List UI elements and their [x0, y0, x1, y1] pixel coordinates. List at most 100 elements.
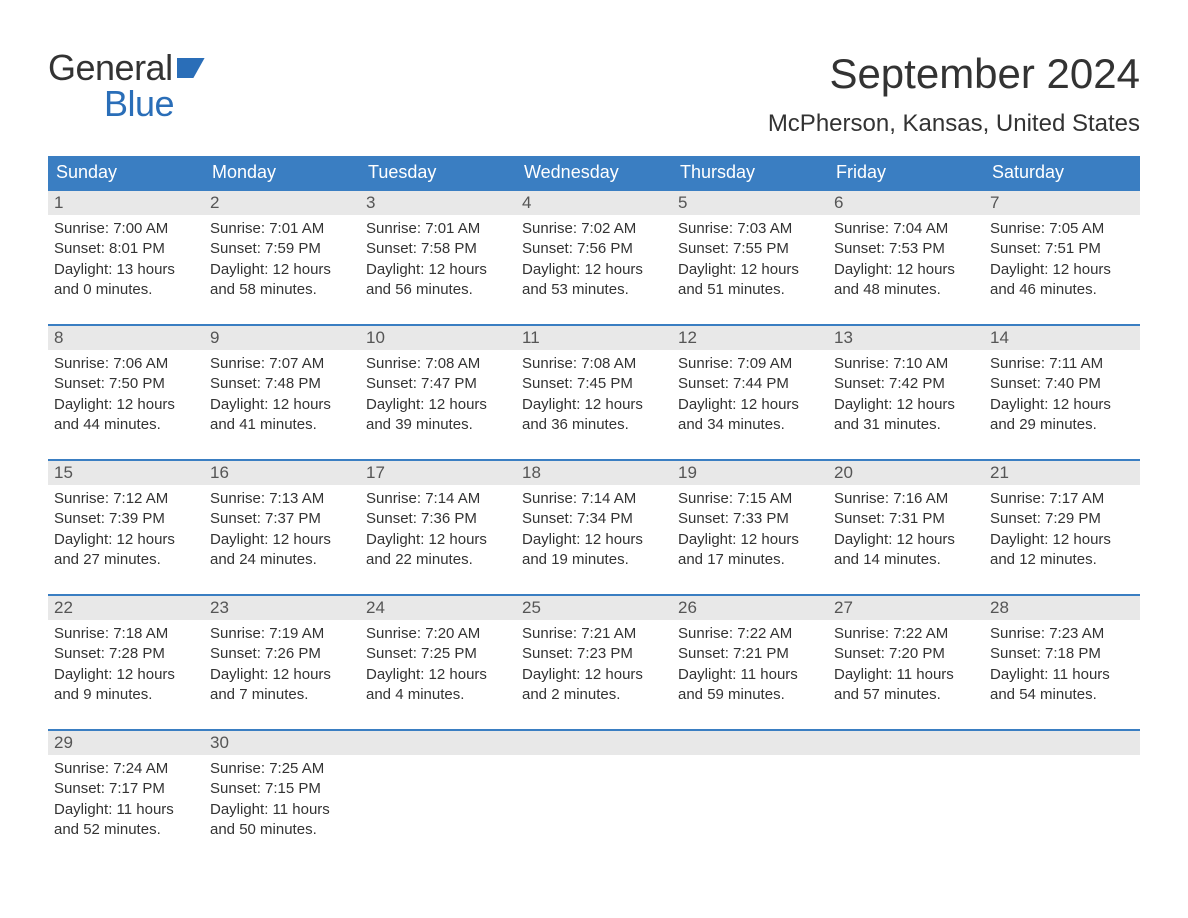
day-details: Sunrise: 7:08 AMSunset: 7:47 PMDaylight:…	[360, 350, 516, 441]
weekday-header: Tuesday	[360, 156, 516, 189]
sunset-text: Sunset: 7:40 PM	[990, 374, 1134, 394]
day-details: Sunrise: 7:24 AMSunset: 7:17 PMDaylight:…	[48, 755, 204, 846]
day-details: Sunrise: 7:06 AMSunset: 7:50 PMDaylight:…	[48, 350, 204, 441]
daylight-line2: and 4 minutes.	[366, 685, 510, 705]
daylight-line2: and 19 minutes.	[522, 550, 666, 570]
daylight-line2: and 46 minutes.	[990, 280, 1134, 300]
day-number: 1	[48, 191, 204, 215]
daylight-line2: and 53 minutes.	[522, 280, 666, 300]
day-number: 24	[360, 596, 516, 620]
sunset-text: Sunset: 7:34 PM	[522, 509, 666, 529]
sunset-text: Sunset: 7:18 PM	[990, 644, 1134, 664]
day-details: Sunrise: 7:22 AMSunset: 7:21 PMDaylight:…	[672, 620, 828, 711]
calendar-day-empty	[516, 731, 672, 846]
day-details: Sunrise: 7:19 AMSunset: 7:26 PMDaylight:…	[204, 620, 360, 711]
daylight-line1: Daylight: 11 hours	[54, 800, 198, 820]
sunset-text: Sunset: 7:51 PM	[990, 239, 1134, 259]
sunrise-text: Sunrise: 7:14 AM	[522, 489, 666, 509]
day-number: 4	[516, 191, 672, 215]
daylight-line2: and 29 minutes.	[990, 415, 1134, 435]
calendar-day: 26Sunrise: 7:22 AMSunset: 7:21 PMDayligh…	[672, 596, 828, 711]
calendar-day-empty	[984, 731, 1140, 846]
day-number: 18	[516, 461, 672, 485]
daylight-line2: and 34 minutes.	[678, 415, 822, 435]
day-details: Sunrise: 7:17 AMSunset: 7:29 PMDaylight:…	[984, 485, 1140, 576]
day-number: 8	[48, 326, 204, 350]
day-details: Sunrise: 7:08 AMSunset: 7:45 PMDaylight:…	[516, 350, 672, 441]
sunset-text: Sunset: 7:56 PM	[522, 239, 666, 259]
calendar-day: 12Sunrise: 7:09 AMSunset: 7:44 PMDayligh…	[672, 326, 828, 441]
title-block: September 2024 McPherson, Kansas, United…	[768, 50, 1140, 138]
daylight-line2: and 0 minutes.	[54, 280, 198, 300]
calendar-day: 16Sunrise: 7:13 AMSunset: 7:37 PMDayligh…	[204, 461, 360, 576]
day-number: 21	[984, 461, 1140, 485]
daylight-line2: and 52 minutes.	[54, 820, 198, 840]
day-details: Sunrise: 7:14 AMSunset: 7:36 PMDaylight:…	[360, 485, 516, 576]
sunrise-text: Sunrise: 7:00 AM	[54, 219, 198, 239]
day-details: Sunrise: 7:10 AMSunset: 7:42 PMDaylight:…	[828, 350, 984, 441]
calendar-week: 15Sunrise: 7:12 AMSunset: 7:39 PMDayligh…	[48, 459, 1140, 576]
sunset-text: Sunset: 7:48 PM	[210, 374, 354, 394]
day-number: 20	[828, 461, 984, 485]
calendar-day: 29Sunrise: 7:24 AMSunset: 7:17 PMDayligh…	[48, 731, 204, 846]
sunrise-text: Sunrise: 7:10 AM	[834, 354, 978, 374]
sunset-text: Sunset: 7:50 PM	[54, 374, 198, 394]
day-details: Sunrise: 7:05 AMSunset: 7:51 PMDaylight:…	[984, 215, 1140, 306]
day-details: Sunrise: 7:25 AMSunset: 7:15 PMDaylight:…	[204, 755, 360, 846]
sunrise-text: Sunrise: 7:07 AM	[210, 354, 354, 374]
daylight-line2: and 2 minutes.	[522, 685, 666, 705]
daylight-line1: Daylight: 12 hours	[834, 395, 978, 415]
day-details: Sunrise: 7:02 AMSunset: 7:56 PMDaylight:…	[516, 215, 672, 306]
calendar-week: 29Sunrise: 7:24 AMSunset: 7:17 PMDayligh…	[48, 729, 1140, 846]
daylight-line2: and 7 minutes.	[210, 685, 354, 705]
daylight-line1: Daylight: 11 hours	[990, 665, 1134, 685]
daylight-line2: and 9 minutes.	[54, 685, 198, 705]
sunrise-text: Sunrise: 7:08 AM	[366, 354, 510, 374]
daylight-line1: Daylight: 11 hours	[210, 800, 354, 820]
daylight-line2: and 31 minutes.	[834, 415, 978, 435]
daylight-line2: and 36 minutes.	[522, 415, 666, 435]
day-number: 10	[360, 326, 516, 350]
sunrise-text: Sunrise: 7:17 AM	[990, 489, 1134, 509]
sunset-text: Sunset: 7:39 PM	[54, 509, 198, 529]
sunset-text: Sunset: 7:37 PM	[210, 509, 354, 529]
day-details	[516, 755, 672, 765]
weekday-header: Thursday	[672, 156, 828, 189]
daylight-line2: and 56 minutes.	[366, 280, 510, 300]
daylight-line1: Daylight: 12 hours	[522, 395, 666, 415]
sunset-text: Sunset: 7:23 PM	[522, 644, 666, 664]
weekday-header: Monday	[204, 156, 360, 189]
daylight-line2: and 27 minutes.	[54, 550, 198, 570]
day-details: Sunrise: 7:07 AMSunset: 7:48 PMDaylight:…	[204, 350, 360, 441]
daylight-line2: and 22 minutes.	[366, 550, 510, 570]
daylight-line1: Daylight: 12 hours	[678, 530, 822, 550]
day-details	[360, 755, 516, 765]
calendar-day-empty	[360, 731, 516, 846]
calendar-day-empty	[828, 731, 984, 846]
calendar-day-empty	[672, 731, 828, 846]
sunset-text: Sunset: 7:36 PM	[366, 509, 510, 529]
sunrise-text: Sunrise: 7:21 AM	[522, 624, 666, 644]
day-number: 26	[672, 596, 828, 620]
day-details: Sunrise: 7:01 AMSunset: 7:58 PMDaylight:…	[360, 215, 516, 306]
daylight-line2: and 59 minutes.	[678, 685, 822, 705]
sunrise-text: Sunrise: 7:19 AM	[210, 624, 354, 644]
day-details: Sunrise: 7:23 AMSunset: 7:18 PMDaylight:…	[984, 620, 1140, 711]
calendar-day: 6Sunrise: 7:04 AMSunset: 7:53 PMDaylight…	[828, 191, 984, 306]
calendar-day: 22Sunrise: 7:18 AMSunset: 7:28 PMDayligh…	[48, 596, 204, 711]
day-details: Sunrise: 7:16 AMSunset: 7:31 PMDaylight:…	[828, 485, 984, 576]
sunset-text: Sunset: 7:25 PM	[366, 644, 510, 664]
daylight-line1: Daylight: 12 hours	[834, 530, 978, 550]
calendar-day: 4Sunrise: 7:02 AMSunset: 7:56 PMDaylight…	[516, 191, 672, 306]
sunrise-text: Sunrise: 7:08 AM	[522, 354, 666, 374]
day-details: Sunrise: 7:13 AMSunset: 7:37 PMDaylight:…	[204, 485, 360, 576]
sunrise-text: Sunrise: 7:16 AM	[834, 489, 978, 509]
day-number	[672, 731, 828, 755]
weeks-container: 1Sunrise: 7:00 AMSunset: 8:01 PMDaylight…	[48, 189, 1140, 846]
header: General Blue September 2024 McPherson, K…	[48, 50, 1140, 138]
sunset-text: Sunset: 7:47 PM	[366, 374, 510, 394]
daylight-line1: Daylight: 12 hours	[366, 530, 510, 550]
sunset-text: Sunset: 7:42 PM	[834, 374, 978, 394]
day-details: Sunrise: 7:11 AMSunset: 7:40 PMDaylight:…	[984, 350, 1140, 441]
daylight-line1: Daylight: 12 hours	[366, 260, 510, 280]
